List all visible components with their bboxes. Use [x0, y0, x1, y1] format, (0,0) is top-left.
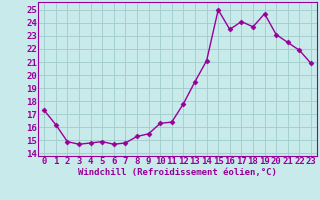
X-axis label: Windchill (Refroidissement éolien,°C): Windchill (Refroidissement éolien,°C)	[78, 168, 277, 177]
